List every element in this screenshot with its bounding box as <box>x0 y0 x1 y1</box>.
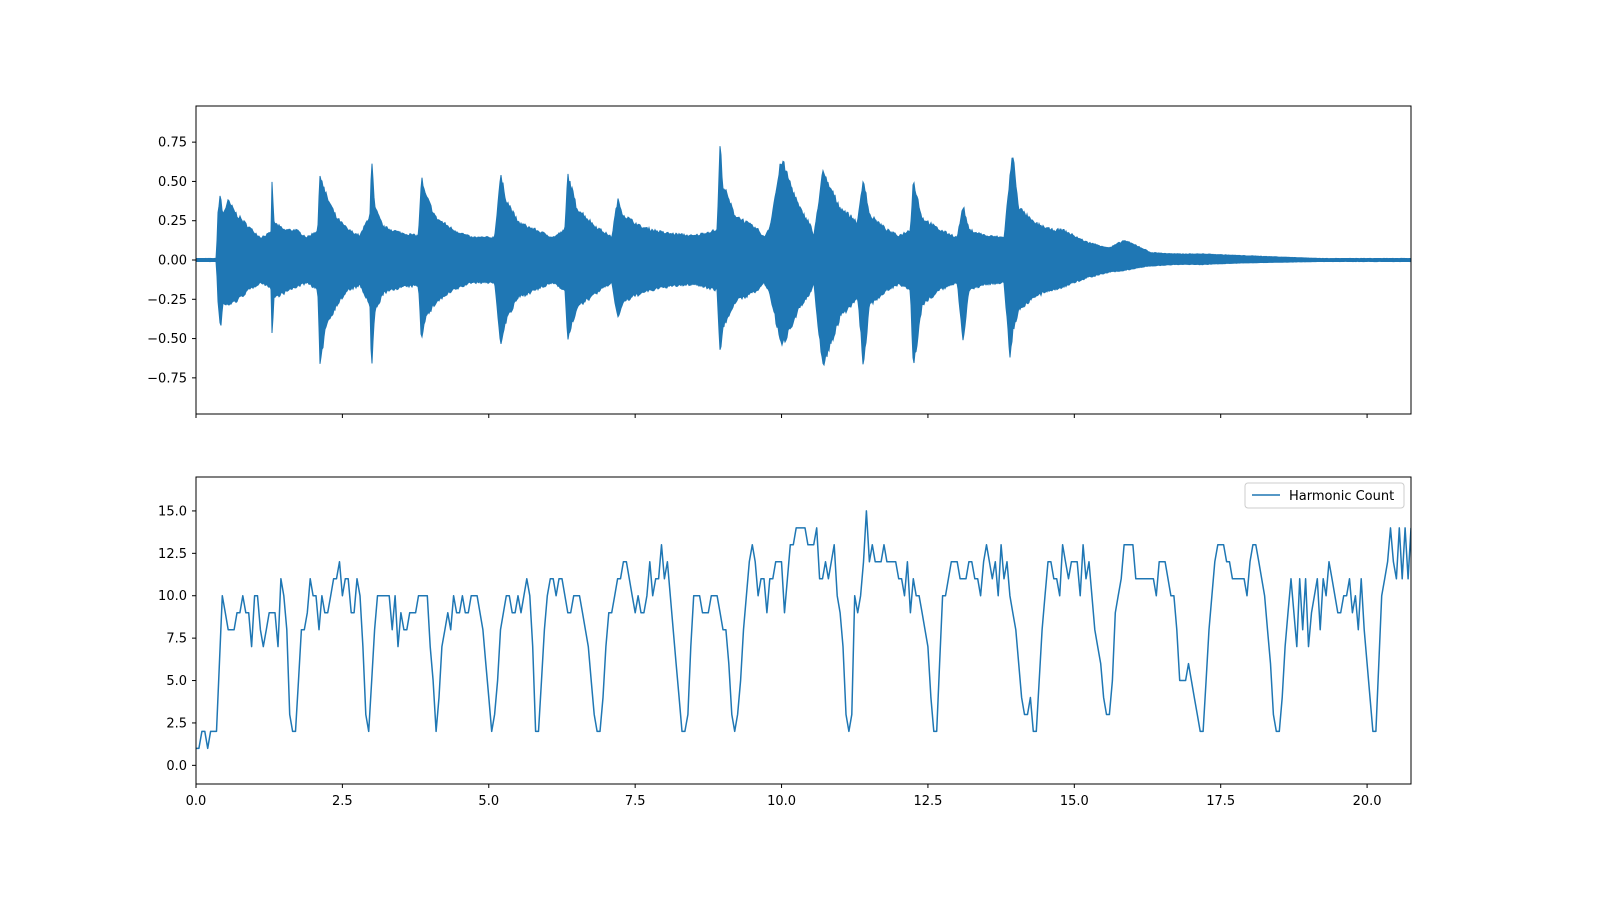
x-tick-label: 5.0 <box>478 794 499 809</box>
harmonic-count-axes: 0.0 2.5 5.0 7.5 10.0 12.5 15.0 0.0 2.5 5.0 7.5 10.… <box>158 476 1412 809</box>
harmonic-count-x-ticks: 0.0 2.5 5.0 7.5 10.0 12.5 15.0 17.5 20.0 <box>186 784 1382 809</box>
y-tick-label: −0.50 <box>147 332 187 347</box>
y-tick-label: −0.75 <box>147 371 187 386</box>
y-tick-label: 5.0 <box>166 674 187 689</box>
y-tick-label: 7.5 <box>166 632 187 647</box>
x-tick-label: 7.5 <box>625 794 646 809</box>
x-tick-label: 10.0 <box>767 794 796 809</box>
y-tick-label: 0.0 <box>166 759 187 774</box>
y-tick-label: −0.25 <box>147 293 187 308</box>
x-tick-label: 2.5 <box>332 794 353 809</box>
waveform-axes: −0.75 −0.50 −0.25 0.00 0.25 0.50 0.75 <box>147 105 1412 418</box>
x-tick-label: 12.5 <box>913 794 942 809</box>
x-tick-label: 15.0 <box>1060 794 1089 809</box>
waveform-area <box>196 146 1411 367</box>
y-tick-label: 10.0 <box>158 589 187 604</box>
y-tick-label: 0.75 <box>158 136 187 151</box>
y-tick-label: 0.25 <box>158 214 187 229</box>
legend-box <box>1244 482 1405 509</box>
y-tick-label: 0.50 <box>158 175 187 190</box>
harmonic-count-line <box>196 510 1411 750</box>
harmonic-count-y-ticks: 0.0 2.5 5.0 7.5 10.0 12.5 15.0 <box>158 504 196 774</box>
harmonic-count-axes-frame <box>195 476 1412 785</box>
x-tick-label: 17.5 <box>1206 794 1235 809</box>
x-tick-label: 0.0 <box>186 794 207 809</box>
y-tick-label: 12.5 <box>158 547 187 562</box>
waveform-x-ticks <box>195 414 1368 418</box>
waveform-y-ticks: −0.75 −0.50 −0.25 0.00 0.25 0.50 0.75 <box>147 136 196 386</box>
x-tick-label: 20.0 <box>1353 794 1382 809</box>
legend-label: Harmonic Count <box>1289 489 1394 504</box>
y-tick-label: 2.5 <box>166 716 187 731</box>
y-tick-label: 15.0 <box>158 504 187 519</box>
legend: Harmonic Count <box>1244 482 1405 509</box>
y-tick-label: 0.00 <box>158 254 187 269</box>
